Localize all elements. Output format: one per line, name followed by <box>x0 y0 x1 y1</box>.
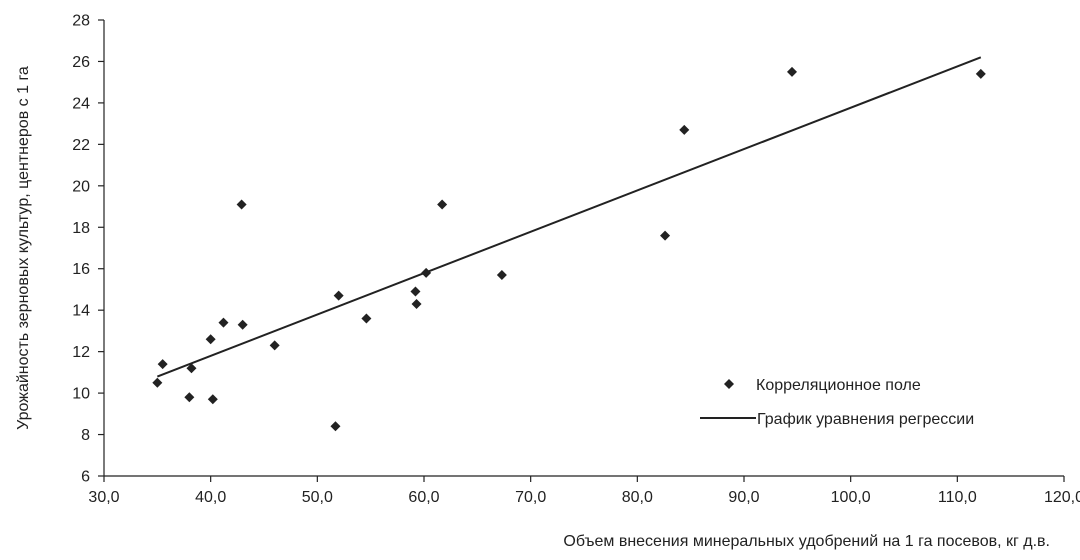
data-point <box>205 334 216 345</box>
y-tick-label: 10 <box>72 386 90 403</box>
y-tick-label: 14 <box>72 303 90 320</box>
x-tick-label: 80,0 <box>622 489 653 506</box>
tick-labels: 30,0 40,0 50,0 60,0 70,0 80,0 90,0 100,0 110,0 12… <box>72 13 1080 507</box>
data-point <box>787 66 797 77</box>
data-point <box>660 230 671 241</box>
data-point <box>496 269 507 280</box>
data-point <box>207 394 218 405</box>
regression-line <box>156 56 982 378</box>
data-point <box>237 319 248 330</box>
y-tick-label: 22 <box>72 137 90 154</box>
data-point <box>410 286 421 297</box>
data-point <box>152 377 163 388</box>
data-point <box>157 359 168 370</box>
data-point <box>333 290 344 301</box>
x-tick-label: 50,0 <box>302 489 333 506</box>
legend-label-line: График уравнения регрессии <box>757 411 974 428</box>
data-point <box>330 421 341 432</box>
y-tick-label: 16 <box>72 261 90 278</box>
x-axis-title: Объем внесения минеральных удобрений на … <box>563 533 1050 550</box>
data-point <box>437 199 448 210</box>
y-tick-label: 26 <box>72 54 90 71</box>
x-tick-label: 60,0 <box>408 489 439 506</box>
x-tick-label: 110,0 <box>938 489 977 506</box>
legend-label-points: Корреляционное поле <box>756 377 921 394</box>
x-tick-label: 30,0 <box>88 489 119 506</box>
y-tick-label: 8 <box>81 427 90 444</box>
y-tick-label: 18 <box>72 220 90 237</box>
data-point <box>361 313 372 324</box>
data-point <box>218 317 229 328</box>
x-tick-label: 70,0 <box>515 489 546 506</box>
data-point <box>236 199 247 210</box>
x-tick-label: 40,0 <box>195 489 226 506</box>
y-axis-title: Урожайность зерновых культур, центнеров … <box>15 66 32 430</box>
data-point <box>186 363 197 374</box>
y-tick-label: 28 <box>72 13 90 30</box>
regression-line-layer <box>156 56 982 378</box>
x-tick-label: 90,0 <box>728 489 759 506</box>
data-point <box>679 124 690 135</box>
y-tick-label: 6 <box>81 469 90 486</box>
data-point <box>421 267 432 278</box>
y-tick-label: 20 <box>72 178 90 195</box>
legend-item-points: Корреляционное поле <box>724 377 921 394</box>
legend-diamond-marker <box>724 379 734 389</box>
data-points <box>152 66 986 432</box>
axes <box>98 19 1065 482</box>
data-point <box>269 340 280 351</box>
y-tick-label: 24 <box>72 95 90 112</box>
data-point <box>184 392 195 403</box>
legend-item-line: График уравнения регрессии <box>700 411 974 428</box>
data-point <box>975 68 986 79</box>
data-point <box>411 298 422 309</box>
x-tick-label: 120,0 <box>1044 489 1080 506</box>
y-tick-label: 12 <box>72 344 90 361</box>
x-tick-label: 100,0 <box>831 489 871 506</box>
legend: Корреляционное поле График уравнения рег… <box>700 377 974 428</box>
